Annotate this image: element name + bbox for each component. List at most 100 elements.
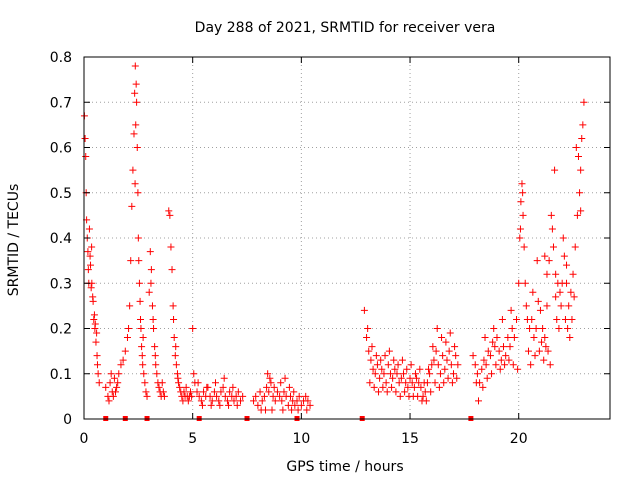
data-point xyxy=(265,388,273,396)
data-point xyxy=(267,379,275,387)
data-point xyxy=(149,315,157,323)
y-tick-label: 0 xyxy=(63,412,72,428)
data-point xyxy=(121,347,129,355)
data-point xyxy=(145,288,153,296)
data-point xyxy=(134,234,142,242)
data-point xyxy=(445,347,453,355)
data-point xyxy=(410,383,418,391)
data-point xyxy=(158,379,166,387)
data-point xyxy=(294,406,302,414)
data-point xyxy=(90,311,98,319)
data-point xyxy=(223,397,231,405)
data-point xyxy=(153,370,161,378)
data-point xyxy=(491,343,499,351)
data-point xyxy=(216,401,224,409)
chart-title: Day 288 of 2021, SRMTID for receiver ver… xyxy=(195,20,496,36)
data-point xyxy=(252,392,260,400)
data-point xyxy=(210,388,218,396)
data-point xyxy=(408,379,416,387)
data-point xyxy=(383,388,391,396)
data-point xyxy=(123,334,131,342)
data-point xyxy=(535,347,543,355)
data-point xyxy=(233,401,241,409)
data-points xyxy=(80,62,588,414)
data-point xyxy=(239,392,247,400)
data-point xyxy=(578,134,586,142)
data-point xyxy=(394,361,402,369)
data-point xyxy=(170,315,178,323)
data-point xyxy=(90,315,98,323)
data-point xyxy=(571,243,579,251)
data-point xyxy=(570,293,578,301)
data-point xyxy=(189,325,197,332)
data-point xyxy=(377,356,385,364)
data-point xyxy=(400,370,408,378)
data-point xyxy=(281,374,289,382)
data-point xyxy=(128,202,136,210)
data-point xyxy=(504,334,512,342)
data-point xyxy=(188,392,196,400)
data-point xyxy=(450,370,458,378)
data-point xyxy=(420,379,428,387)
data-point xyxy=(426,370,434,378)
data-point xyxy=(560,252,568,260)
data-point xyxy=(273,388,281,396)
data-point xyxy=(518,180,526,188)
data-point xyxy=(140,370,148,378)
data-point xyxy=(360,306,368,314)
data-point xyxy=(371,370,379,378)
data-point xyxy=(135,257,143,265)
data-point xyxy=(576,189,584,197)
data-point xyxy=(443,356,451,364)
data-point xyxy=(284,401,292,409)
data-point xyxy=(288,406,296,414)
data-point xyxy=(391,365,399,373)
data-point xyxy=(559,234,567,242)
data-point xyxy=(453,374,461,382)
data-point xyxy=(187,388,195,396)
data-point xyxy=(86,252,94,260)
data-point xyxy=(172,361,180,369)
data-point xyxy=(115,370,123,378)
data-point xyxy=(510,334,518,342)
data-point xyxy=(543,270,551,278)
data-point xyxy=(563,261,571,269)
data-point xyxy=(160,392,168,400)
data-point xyxy=(577,207,585,215)
data-point xyxy=(384,361,392,369)
data-point xyxy=(171,352,179,360)
data-point xyxy=(403,365,411,373)
data-point xyxy=(260,392,268,400)
data-point xyxy=(480,356,488,364)
data-point xyxy=(396,392,404,400)
x-tick-label: 15 xyxy=(401,431,419,447)
data-point xyxy=(407,361,415,369)
data-point xyxy=(172,343,180,351)
y-tick-label: 0.7 xyxy=(50,95,72,111)
data-point xyxy=(207,401,215,409)
data-point xyxy=(297,401,305,409)
data-point xyxy=(137,315,145,323)
data-point xyxy=(266,374,274,382)
data-point xyxy=(136,297,144,305)
data-point xyxy=(397,374,405,382)
data-point xyxy=(543,302,551,310)
data-point xyxy=(439,352,447,360)
data-point xyxy=(514,365,522,373)
x-tick-label: 0 xyxy=(80,431,89,447)
data-point xyxy=(366,379,374,387)
data-point xyxy=(368,343,376,351)
data-point xyxy=(565,302,573,310)
data-point xyxy=(270,383,278,391)
data-point xyxy=(91,320,99,328)
data-point xyxy=(212,379,219,387)
data-point xyxy=(469,352,477,360)
data-point xyxy=(168,266,176,274)
data-point xyxy=(414,392,422,400)
data-point xyxy=(131,89,139,97)
data-point xyxy=(486,352,494,360)
data-point xyxy=(302,392,310,400)
data-point xyxy=(519,211,527,219)
data-point xyxy=(236,397,244,405)
data-point xyxy=(369,365,377,373)
